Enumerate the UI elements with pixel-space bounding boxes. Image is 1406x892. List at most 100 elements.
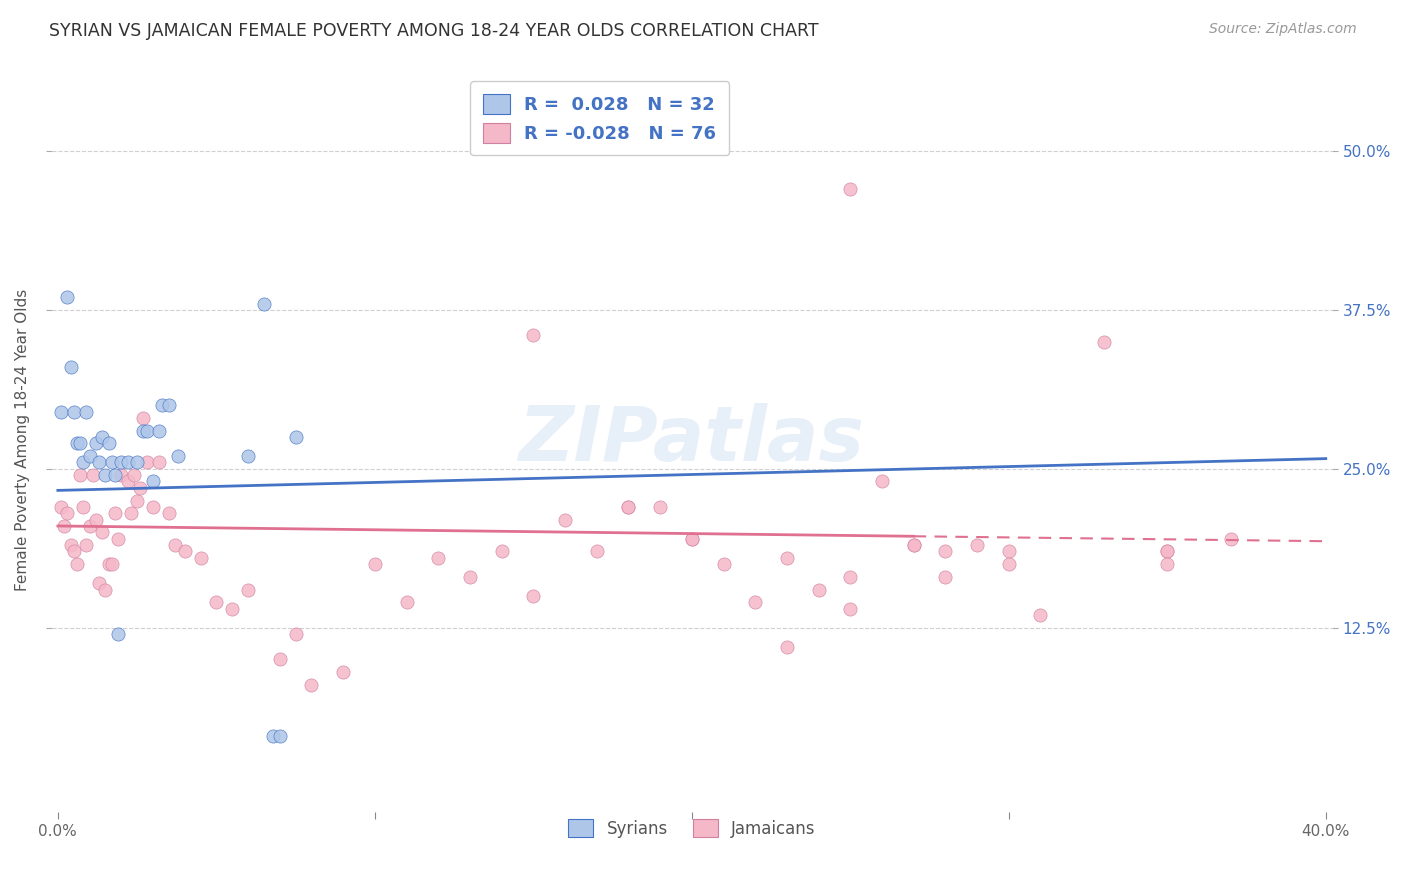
Point	[1156, 544, 1178, 558]
Point	[120, 506, 142, 520]
Point	[49, 500, 72, 514]
Point	[1156, 557, 1178, 571]
Point	[364, 557, 387, 571]
Point	[427, 550, 450, 565]
Point	[776, 640, 799, 654]
Point	[205, 595, 228, 609]
Point	[100, 455, 122, 469]
Point	[173, 544, 195, 558]
Point	[56, 290, 79, 304]
Point	[190, 550, 212, 565]
Point	[807, 582, 830, 597]
Point	[132, 424, 155, 438]
Point	[142, 475, 165, 489]
Point	[870, 475, 893, 489]
Point	[776, 550, 799, 565]
Point	[97, 557, 120, 571]
Point	[94, 582, 117, 597]
Point	[152, 398, 174, 412]
Point	[839, 601, 862, 615]
Point	[110, 468, 132, 483]
Point	[221, 601, 243, 615]
Point	[79, 449, 101, 463]
Point	[236, 582, 259, 597]
Point	[84, 436, 107, 450]
Point	[332, 665, 354, 679]
Point	[554, 513, 576, 527]
Point	[87, 455, 110, 469]
Point	[269, 652, 291, 666]
Point	[167, 449, 190, 463]
Point	[117, 475, 139, 489]
Point	[110, 455, 132, 469]
Point	[59, 360, 82, 375]
Point	[66, 436, 89, 450]
Point	[903, 538, 925, 552]
Point	[284, 430, 307, 444]
Point	[617, 500, 640, 514]
Text: ZIPatlas: ZIPatlas	[519, 403, 865, 477]
Point	[839, 182, 862, 196]
Point	[148, 455, 170, 469]
Legend: Syrians, Jamaicans: Syrians, Jamaicans	[561, 813, 823, 845]
Point	[94, 468, 117, 483]
Point	[75, 404, 97, 418]
Point	[648, 500, 671, 514]
Point	[84, 513, 107, 527]
Point	[934, 544, 956, 558]
Point	[66, 557, 89, 571]
Point	[72, 500, 94, 514]
Point	[129, 481, 152, 495]
Point	[1156, 544, 1178, 558]
Point	[97, 436, 120, 450]
Point	[56, 506, 79, 520]
Point	[91, 525, 114, 540]
Point	[617, 500, 640, 514]
Text: SYRIAN VS JAMAICAN FEMALE POVERTY AMONG 18-24 YEAR OLDS CORRELATION CHART: SYRIAN VS JAMAICAN FEMALE POVERTY AMONG …	[49, 22, 818, 40]
Point	[142, 500, 165, 514]
Point	[253, 296, 276, 310]
Point	[491, 544, 513, 558]
Point	[997, 557, 1019, 571]
Point	[82, 468, 104, 483]
Point	[59, 538, 82, 552]
Point	[107, 627, 129, 641]
Point	[934, 570, 956, 584]
Point	[157, 506, 180, 520]
Point	[157, 398, 180, 412]
Point	[903, 538, 925, 552]
Point	[62, 404, 84, 418]
Point	[1219, 532, 1241, 546]
Point	[72, 455, 94, 469]
Point	[79, 519, 101, 533]
Point	[135, 455, 157, 469]
Point	[69, 436, 91, 450]
Point	[585, 544, 607, 558]
Point	[165, 538, 187, 552]
Point	[301, 678, 323, 692]
Point	[135, 424, 157, 438]
Point	[104, 506, 127, 520]
Text: Source: ZipAtlas.com: Source: ZipAtlas.com	[1209, 22, 1357, 37]
Point	[104, 468, 127, 483]
Point	[395, 595, 418, 609]
Point	[839, 570, 862, 584]
Point	[269, 729, 291, 743]
Point	[236, 449, 259, 463]
Point	[91, 430, 114, 444]
Point	[87, 576, 110, 591]
Point	[744, 595, 766, 609]
Point	[69, 468, 91, 483]
Point	[997, 544, 1019, 558]
Point	[681, 532, 703, 546]
Point	[117, 455, 139, 469]
Point	[49, 404, 72, 418]
Point	[148, 424, 170, 438]
Point	[458, 570, 481, 584]
Point	[522, 589, 544, 603]
Point	[53, 519, 76, 533]
Point	[713, 557, 735, 571]
Point	[681, 532, 703, 546]
Y-axis label: Female Poverty Among 18-24 Year Olds: Female Poverty Among 18-24 Year Olds	[15, 289, 30, 591]
Point	[1092, 334, 1115, 349]
